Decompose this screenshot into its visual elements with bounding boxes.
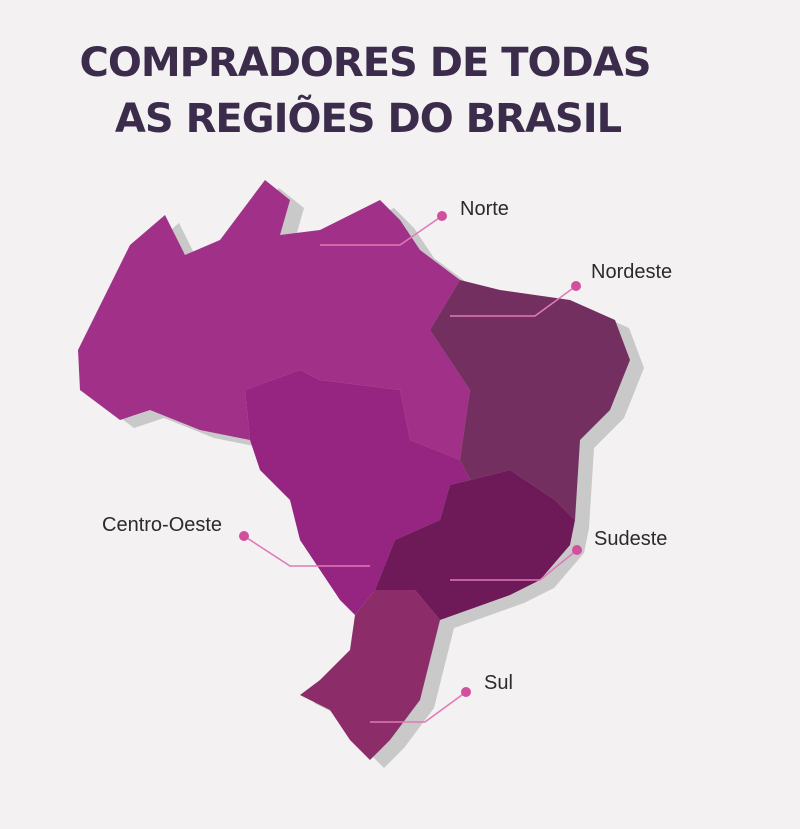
leader-line [320,215,443,246]
leader-line [370,691,467,723]
region-sul [300,590,440,760]
leader-line [450,285,577,317]
leader-dot [461,687,471,697]
region-nordeste [430,280,630,520]
region-norte [78,180,470,460]
leader-dot [437,211,447,221]
region-label: Nordeste [591,261,672,283]
leader-dot [572,545,582,555]
leader-line [243,535,370,567]
region-label: Sul [484,672,513,694]
title-line: AS REGIÕES DO BRASIL [115,94,622,142]
region-label: Norte [460,198,509,220]
region-sudeste [375,470,575,620]
title-line: COMPRADORES DE TODAS [79,40,650,86]
leader-line [450,549,578,581]
region-label: Centro-Oeste [102,514,222,536]
region-label: Sudeste [594,528,667,550]
region-centro-oeste [245,370,470,615]
leader-dot [571,281,581,291]
leader-dot [239,531,249,541]
